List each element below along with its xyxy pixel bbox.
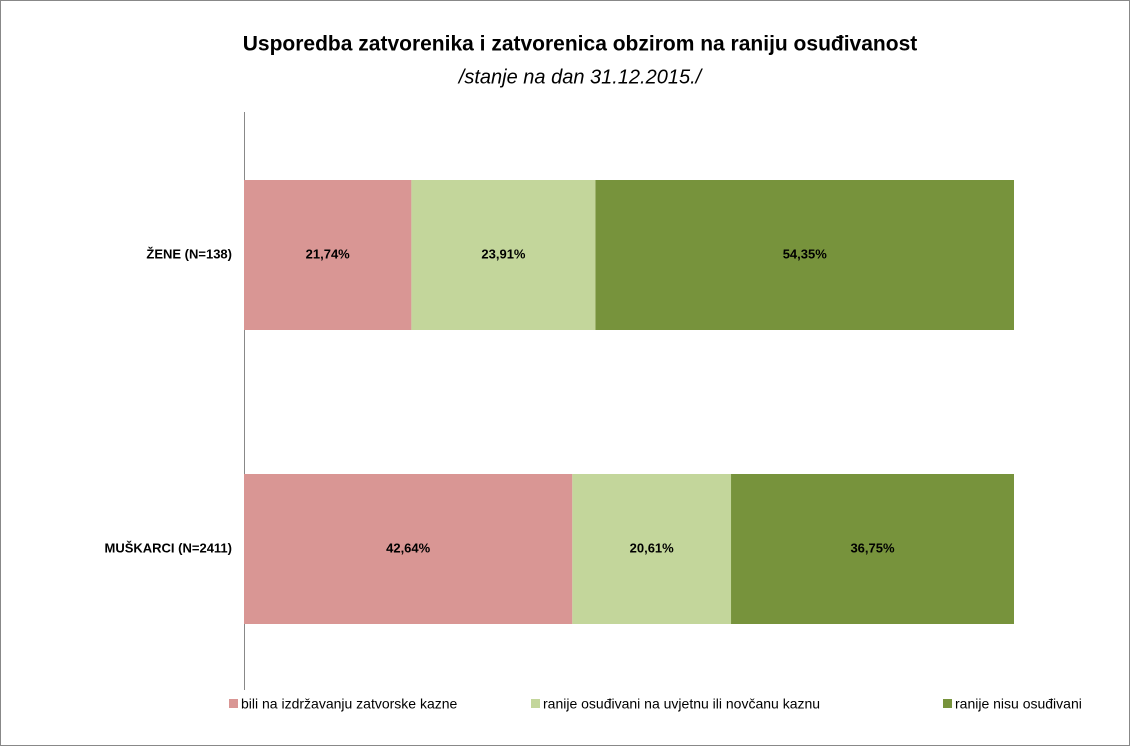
legend-swatch [229,699,238,708]
value-label: 54,35% [783,246,828,261]
value-label: 21,74% [306,246,351,261]
chart-title: Usporedba zatvorenika i zatvorenica obzi… [243,33,918,56]
value-label: 20,61% [630,540,675,555]
bar-segment [572,474,732,624]
legend-label: bili na izdržavanju zatvorske kazne [241,696,458,712]
legend-label: ranije nisu osuđivani [955,696,1082,712]
bar-segment [595,180,1014,330]
value-label: 42,64% [386,540,431,555]
value-label: 23,91% [481,246,526,261]
legend-label: ranije osuđivani na uvjetnu ili novčanu … [543,696,820,712]
legend-swatch [943,699,952,708]
chart-subtitle: /stanje na dan 31.12.2015./ [457,66,704,88]
bar-segment [411,180,596,330]
category-label: MUŠKARCI (N=2411) [104,540,232,555]
value-label: 36,75% [850,540,895,555]
bar-segment [244,180,412,330]
bar-segment [244,474,573,624]
bar-segment [731,474,1014,624]
legend-swatch [531,699,540,708]
category-label: ŽENE (N=138) [146,246,232,261]
